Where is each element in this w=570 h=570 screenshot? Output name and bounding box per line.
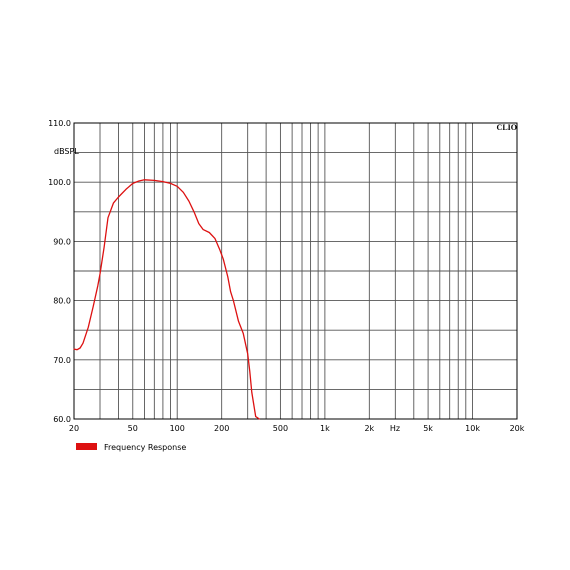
x-tick-label: 50 — [128, 424, 138, 433]
y-tick-label: 60.0 — [53, 415, 71, 424]
y-axis-label: dBSPL — [54, 147, 79, 156]
y-tick-label: 70.0 — [53, 356, 71, 365]
x-tick-label: 1k — [320, 424, 330, 433]
plot-grid — [73, 122, 518, 420]
legend: Frequency Response — [76, 443, 186, 452]
x-tick-label: 20 — [69, 424, 79, 433]
x-tick-label: 100 — [170, 424, 185, 433]
x-axis-unit-label: Hz — [390, 424, 400, 433]
x-tick-label: 500 — [273, 424, 288, 433]
y-tick-label: 100.0 — [48, 178, 71, 187]
x-tick-label: 5k — [423, 424, 433, 433]
series-line-frequency-response — [73, 179, 261, 420]
y-tick-label: 90.0 — [53, 237, 71, 246]
legend-label: Frequency Response — [104, 443, 186, 452]
series-layer — [73, 179, 261, 420]
x-tick-label: 10k — [465, 424, 480, 433]
x-tick-label: 20k — [510, 424, 525, 433]
axis-tick-labels: 20 50 100 200 500 1k 2k 5k 10k 20k 110.0 100.0 90.0 8… — [48, 119, 525, 433]
x-tick-label: 200 — [214, 424, 229, 433]
x-tick-label: 2k — [364, 424, 374, 433]
y-tick-label: 80.0 — [53, 297, 71, 306]
plot-border — [73, 122, 518, 420]
legend-swatch — [76, 443, 97, 450]
clio-brand-label: CLIO — [497, 123, 517, 132]
y-tick-label: 110.0 — [48, 119, 71, 128]
